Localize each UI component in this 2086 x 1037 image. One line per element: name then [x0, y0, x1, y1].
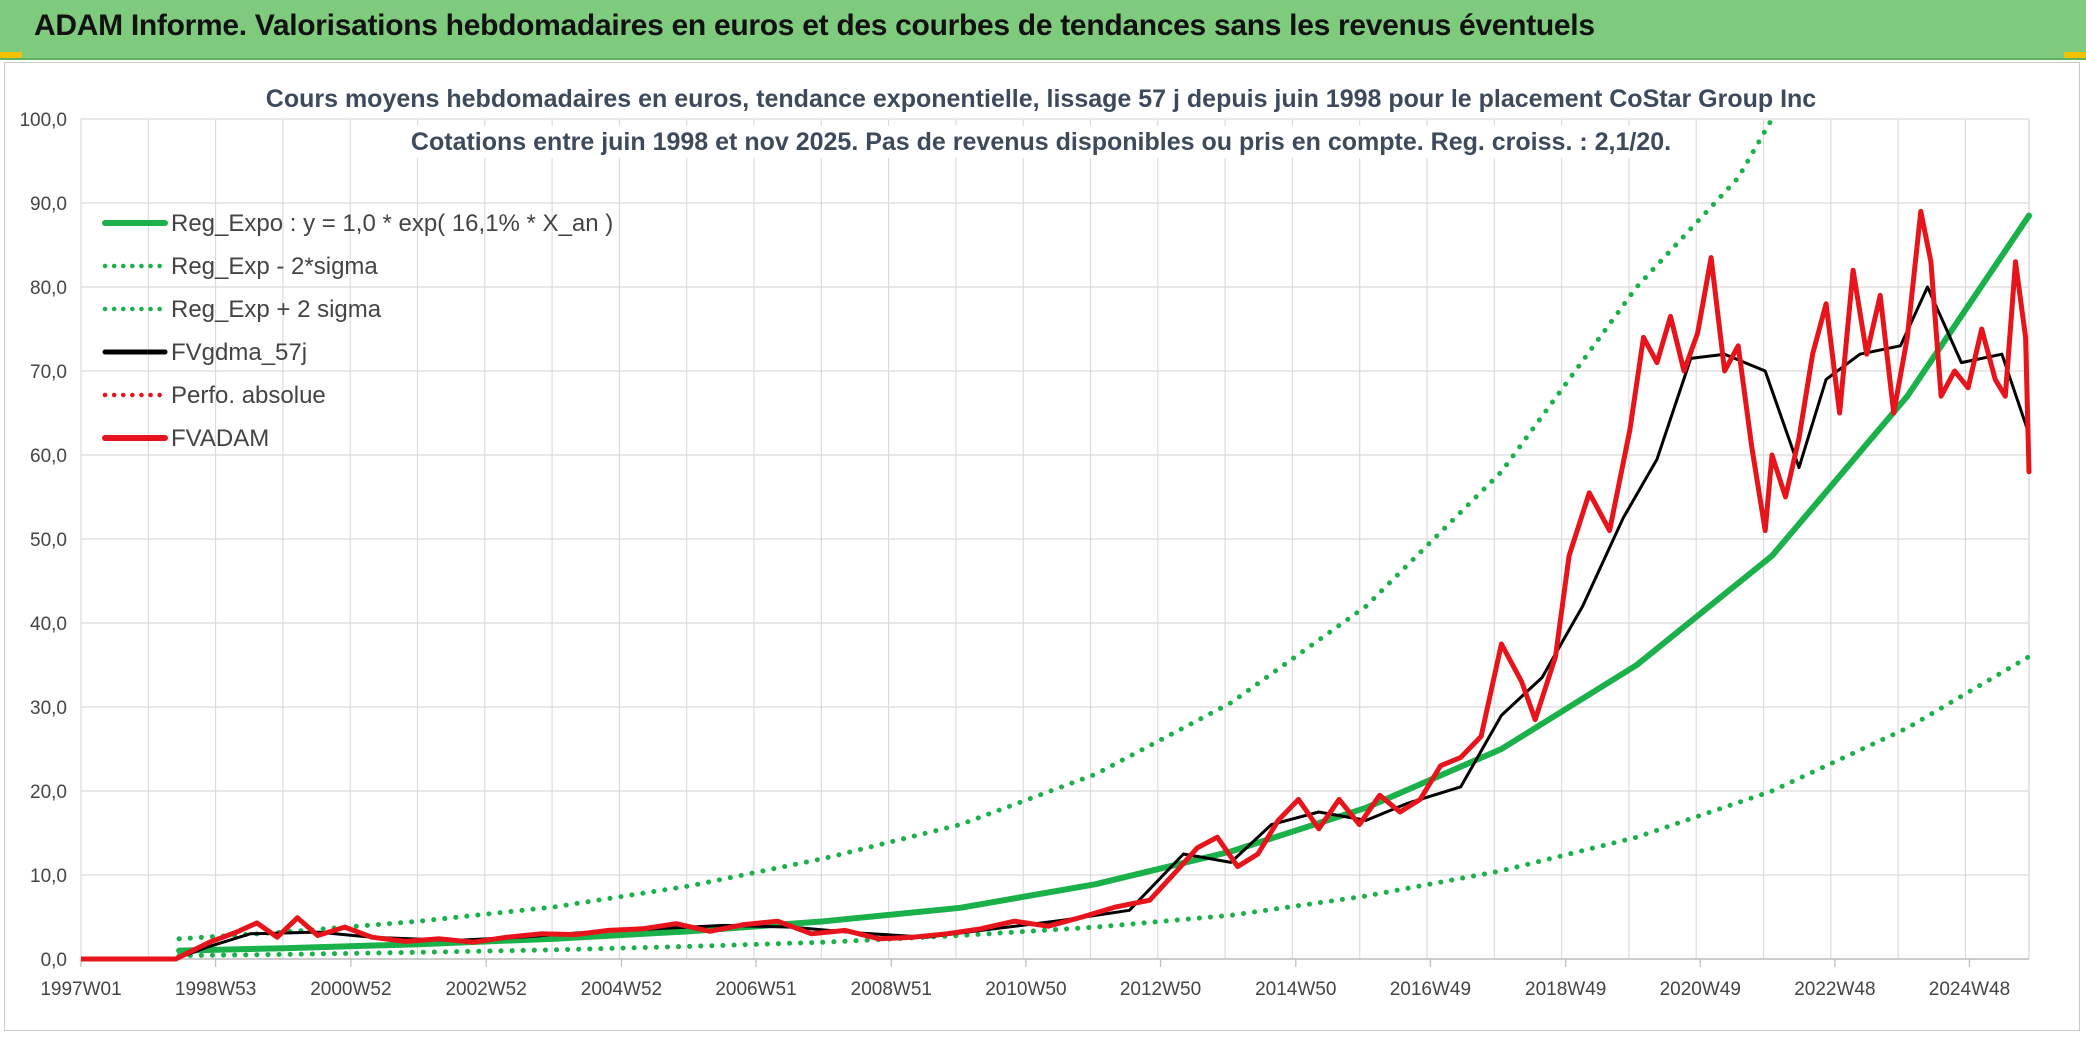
legend-label: Reg_Expo : y = 1,0 * exp( 16,1% * X_an ) [171, 210, 613, 237]
y-tick-label: 60,0 [30, 446, 67, 467]
legend-label: Perfo. absolue [171, 382, 326, 409]
y-tick-label: 20,0 [30, 782, 67, 803]
series-line-2 [176, 116, 1775, 942]
y-tick-label: 10,0 [30, 866, 67, 887]
x-tick-label: 2002W52 [445, 979, 526, 1000]
x-tick-label: 2006W51 [715, 979, 796, 1000]
x-tick-label: 2024W48 [1929, 979, 2010, 1000]
x-tick-label: 2022W48 [1794, 979, 1875, 1000]
y-tick-label: 30,0 [30, 698, 67, 719]
legend-label: Reg_Exp - 2*sigma [171, 253, 378, 280]
x-tick-label: 2012W50 [1120, 979, 1201, 1000]
x-tick-label: 2000W52 [310, 979, 391, 1000]
legend-label: Reg_Exp + 2 sigma [171, 296, 382, 323]
x-tick-label: 1997W01 [40, 979, 121, 1000]
corner-accent-left [0, 52, 22, 58]
x-tick-label: 2010W50 [985, 979, 1066, 1000]
x-tick-label: 2018W49 [1525, 979, 1606, 1000]
series-line-5 [81, 208, 2032, 962]
y-tick-label: 90,0 [30, 194, 67, 215]
y-tick-label: 40,0 [30, 614, 67, 635]
line-chart: 0,0 10,0 20,0 30,0 40,0 50,0 60,0 70,0 80,0 90,0 1… [19, 83, 2032, 1000]
x-tick-label: 2020W49 [1660, 979, 1741, 1000]
chart-title-line: Cotations entre juin 1998 et nov 2025. P… [411, 128, 1671, 156]
report-title: ADAM Informe. Valorisations hebdomadaire… [34, 9, 1595, 42]
y-tick-label: 50,0 [30, 530, 67, 551]
y-tick-label: 100,0 [19, 110, 67, 131]
y-tick-label: 0,0 [41, 950, 67, 971]
legend-label: FVADAM [171, 425, 269, 452]
y-tick-label: 70,0 [30, 362, 67, 383]
series-line-0 [176, 212, 2032, 954]
chart-frame: 0,0 10,0 20,0 30,0 40,0 50,0 60,0 70,0 80,0 90,0 1… [4, 62, 2080, 1031]
x-tick-label: 1998W53 [175, 979, 256, 1000]
chart-title-line: Cours moyens hebdomadaires en euros, ten… [266, 85, 1817, 113]
x-tick-label: 2014W50 [1255, 979, 1336, 1000]
title-banner: ADAM Informe. Valorisations hebdomadaire… [0, 0, 2086, 60]
chart-title-background [255, 83, 1827, 115]
x-tick-label: 2004W52 [581, 979, 662, 1000]
x-tick-label: 2008W51 [851, 979, 932, 1000]
chart-title-background [400, 126, 1682, 158]
x-tick-label: 2016W49 [1390, 979, 1471, 1000]
corner-accent-right [2064, 52, 2086, 58]
legend-label: FVgdma_57j [171, 339, 307, 366]
y-tick-label: 80,0 [30, 278, 67, 299]
